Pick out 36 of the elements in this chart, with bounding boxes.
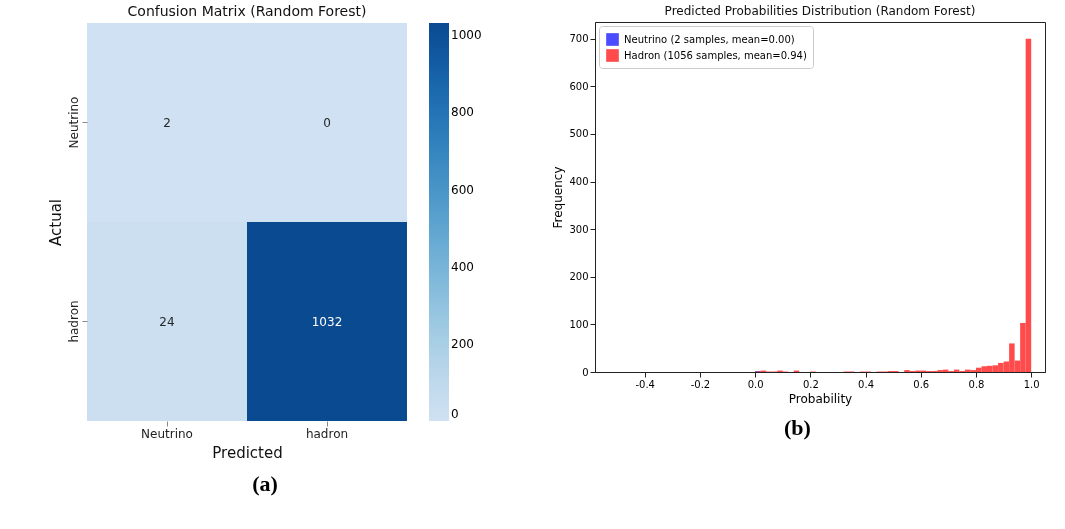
chart-title: Predicted Probabilities Distribution (Random Forest) bbox=[664, 4, 975, 18]
y-tick-label: 500 bbox=[568, 128, 588, 140]
y-tick-label: 100 bbox=[568, 318, 588, 330]
data-label: 1032 bbox=[311, 314, 343, 329]
color-bar-label: 600 bbox=[451, 182, 474, 197]
color-bar-label: 400 bbox=[451, 259, 474, 274]
x-tick-label: 0.2 bbox=[802, 378, 819, 390]
color-bar-label: 0 bbox=[451, 407, 459, 421]
data-label: 24 bbox=[159, 314, 175, 329]
y-tick-label: 600 bbox=[568, 80, 588, 92]
y-tick-label: 200 bbox=[568, 271, 588, 283]
y-tick-label: 0 bbox=[581, 366, 588, 378]
data-label: 2 bbox=[163, 115, 171, 130]
color-bar-label: 1000 bbox=[451, 28, 482, 43]
y-axis-title: Frequency bbox=[550, 166, 565, 229]
color-bar-label: 800 bbox=[451, 105, 474, 120]
x-axis-title: Probability bbox=[788, 391, 852, 406]
x-tick-label: 0.4 bbox=[857, 378, 874, 390]
x-tick-label: 0.0 bbox=[747, 378, 764, 390]
legend-label: Neutrino (2 samples, mean=0.00) bbox=[623, 33, 795, 45]
x-tick-label: -0.4 bbox=[634, 378, 655, 390]
y-tick-label: 400 bbox=[568, 176, 588, 188]
legend-label: Hadron (1056 samples, mean=0.94) bbox=[623, 49, 807, 61]
y-axis-title: Actual bbox=[46, 199, 65, 246]
text: (b) bbox=[784, 415, 811, 441]
color-bar-label: 200 bbox=[451, 336, 474, 351]
x-axis-title: Predicted bbox=[212, 443, 283, 462]
x-tick-label: 0.6 bbox=[912, 378, 929, 390]
x-tick-label: 0.8 bbox=[968, 378, 984, 390]
text: (a) bbox=[252, 471, 278, 497]
x-tick-label: 1.0 bbox=[1023, 378, 1040, 390]
x-tick-label: -0.2 bbox=[690, 378, 710, 390]
data-label: 0 bbox=[323, 115, 331, 130]
y-tick-label: 700 bbox=[568, 33, 588, 45]
y-tick-label: 300 bbox=[568, 223, 588, 235]
chart-title: Confusion Matrix (Random Forest) bbox=[127, 3, 367, 19]
